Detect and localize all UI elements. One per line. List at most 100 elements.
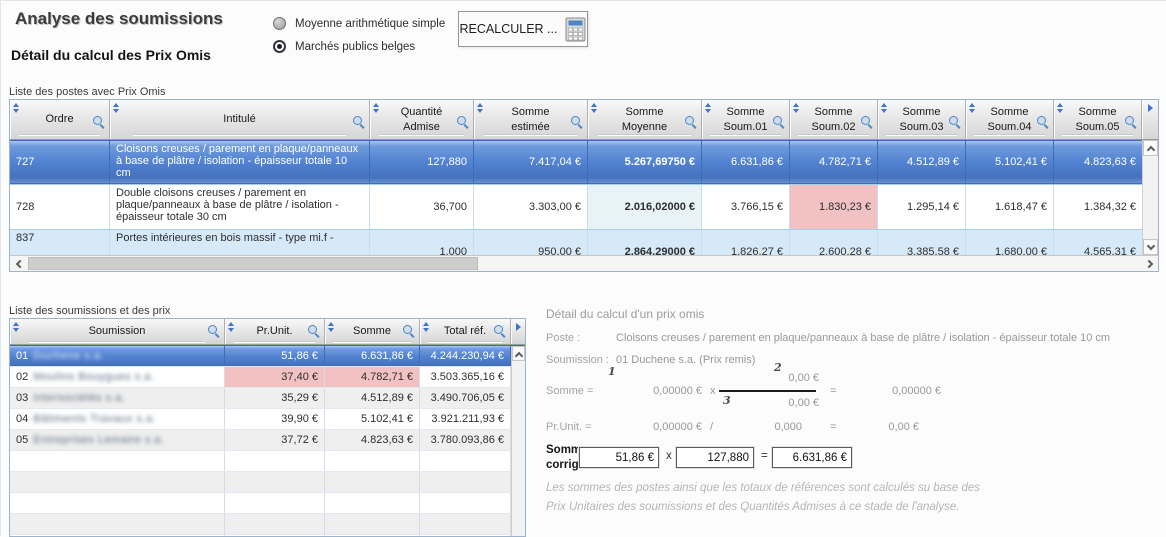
soumission-name-blurred: Bâtiments Travaux s.a. [33, 413, 157, 425]
filter-magnifier-icon[interactable] [457, 116, 469, 128]
filter-magnifier-icon[interactable] [308, 325, 320, 337]
filter-magnifier-icon[interactable] [773, 116, 785, 128]
formula-marker-2: 2 [774, 361, 782, 374]
filter-magnifier-icon[interactable] [685, 116, 697, 128]
table-row[interactable]: 727 Cloisons creuses / parement en plaqu… [10, 140, 1142, 184]
column-header-somme[interactable]: Somme [325, 319, 420, 344]
scroll-up-button[interactable] [512, 346, 525, 361]
column-header-somme-soum03[interactable]: Somme Soum.03 [878, 100, 966, 139]
soumission-name-blurred: Entreprises Lemaire s.a. [33, 434, 165, 446]
table-row[interactable]: 728 Double cloisons creuses / parement e… [10, 184, 1142, 229]
sort-icon [1057, 103, 1066, 113]
filter-magnifier-icon[interactable] [949, 116, 961, 128]
recalculate-button-label: RECALCULER ... [459, 22, 558, 36]
radio-unselected-icon[interactable] [273, 17, 286, 30]
cell-total-ref: 3.921.211,93 € [420, 409, 511, 429]
soumission-number: 01 [16, 349, 29, 362]
filter-magnifier-icon[interactable] [403, 325, 415, 337]
explanatory-note: Les sommes des postes ainsi que les tota… [546, 482, 981, 513]
header-underline [379, 134, 464, 135]
filter-magnifier-icon[interactable] [1037, 116, 1049, 128]
filter-magnifier-icon[interactable] [861, 116, 873, 128]
scroll-down-button[interactable] [1143, 239, 1158, 255]
scroll-right-button[interactable] [1142, 256, 1158, 271]
column-header-somme-moyenne[interactable]: Somme Moyenne [588, 100, 702, 139]
column-header-somme-soum01[interactable]: Somme Soum.01 [702, 100, 790, 139]
filter-magnifier-icon[interactable] [353, 116, 365, 128]
postes-table-header: Ordre Intitulé Quantité Admise Somme est… [10, 100, 1158, 140]
cell-soum05: 1.384,32 € [1084, 201, 1136, 213]
radio-moyenne-arithmetique[interactable]: Moyenne arithmétique simple [273, 12, 445, 35]
filter-magnifier-icon[interactable] [208, 325, 220, 337]
cell-soumission: 01 Duchene s.a. [10, 346, 225, 365]
soumission-number: 03 [16, 392, 29, 404]
empty-row [10, 513, 525, 534]
cell-total-ref: 3.503.365,16 € [420, 367, 511, 387]
somme-formula-label: Somme = [546, 385, 594, 397]
header-underline [484, 134, 577, 135]
cell-estimee: 7.417,04 € [474, 141, 588, 183]
radio-label: Marchés publics belges [295, 40, 416, 53]
cell-total-ref: 4.244.230,94 € [420, 346, 511, 365]
radio-marches-publics[interactable]: Marchés publics belges [273, 35, 445, 58]
radio-label: Moyenne arithmétique simple [295, 17, 446, 30]
table-row[interactable]: 05 Entreprises Lemaire s.a. 37,72 € 4.823… [10, 429, 525, 450]
column-header-quantite-admise[interactable]: Quantité Admise [370, 100, 474, 139]
header-underline [233, 341, 316, 342]
cell-intitule: Cloisons creuses / parement en plaque/pa… [110, 141, 370, 183]
table-row[interactable]: 02 Moulins Bouygues s.a. 37,40 € 4.782,71… [10, 366, 525, 387]
soumissions-table-body: 01 Duchene s.a. 51,86 € 6.631,86 € 4.244.… [10, 345, 525, 536]
equals-operator: = [830, 385, 837, 397]
scroll-left-button[interactable] [10, 256, 26, 271]
sort-icon [705, 103, 714, 113]
scroll-up-button[interactable] [1143, 140, 1158, 156]
cell-soum04: 5.102,41 € [966, 141, 1054, 183]
next-column-button[interactable] [511, 319, 525, 344]
next-column-button[interactable] [1142, 100, 1158, 139]
filter-magnifier-icon[interactable] [93, 116, 105, 128]
somme-corrigee-result: 6.631,86 € [772, 447, 852, 468]
column-header-pr-unit[interactable]: Pr.Unit. [225, 319, 325, 344]
table-row[interactable]: 04 Bâtiments Travaux s.a. 39,90 € 5.102,4… [10, 408, 525, 429]
cell-intitule: Portes intérieures en bois massif - type… [110, 230, 370, 255]
cell-estimee: 3.303,00 € [474, 185, 588, 229]
column-header-somme-soum02[interactable]: Somme Soum.02 [790, 100, 878, 139]
detail-panel-title: Détail du calcul d'un prix omis [546, 307, 705, 321]
recalculate-button[interactable]: RECALCULER ... [458, 11, 588, 47]
filter-magnifier-icon[interactable] [494, 325, 506, 337]
soumissions-table: Soumission Pr.Unit. Somme Total réf. 01 D… [9, 318, 526, 537]
quantite-input[interactable]: 127,880 [676, 447, 754, 468]
cell-soum03: 4.512,89 € [878, 141, 966, 183]
column-header-soumission[interactable]: Soumission [10, 319, 225, 344]
column-label: Somme Moyenne [621, 106, 668, 133]
column-header-intitule[interactable]: Intitulé [110, 100, 370, 139]
scrollbar-thumb[interactable] [28, 257, 478, 270]
table-row[interactable]: 01 Duchene s.a. 51,86 € 6.631,86 € 4.244.… [10, 345, 525, 366]
divide-operator: / [710, 421, 714, 433]
cell-soum02: 2.600,28 € [790, 230, 878, 255]
column-header-somme-soum05[interactable]: Somme Soum.05 [1054, 100, 1142, 139]
filter-magnifier-icon[interactable] [1125, 116, 1137, 128]
column-header-ordre[interactable]: Ordre [10, 100, 110, 139]
filter-magnifier-icon[interactable] [571, 116, 583, 128]
cell-pr-unit: 35,29 € [225, 388, 325, 408]
cell-soum01: 3.766,15 € [702, 185, 790, 229]
cell-soum01: 6.631,86 € [702, 141, 790, 183]
sort-icon [881, 103, 890, 113]
table-row[interactable]: 03 Intersociétés s.a. 35,29 € 4.512,89 € … [10, 387, 525, 408]
column-header-somme-soum04[interactable]: Somme Soum.04 [966, 100, 1054, 139]
formula-marker-3: 3 [723, 394, 731, 407]
chevron-up-icon [514, 351, 523, 360]
column-header-somme-estimee[interactable]: Somme estimée [474, 100, 588, 139]
soumissions-table-header: Soumission Pr.Unit. Somme Total réf. [10, 319, 525, 345]
horizontal-scrollbar[interactable] [10, 255, 1158, 271]
column-header-total-ref[interactable]: Total réf. [420, 319, 511, 344]
equals-operator: = [830, 421, 837, 433]
table-row[interactable]: 837 Portes intérieures en bois massif - … [10, 229, 1142, 255]
vertical-scrollbar[interactable] [1142, 140, 1158, 255]
radio-selected-icon[interactable] [273, 40, 286, 53]
vertical-scrollbar[interactable] [511, 346, 525, 536]
header-underline [709, 134, 782, 135]
cell-soum04: 1.680,00 € [966, 230, 1054, 255]
pr-unit-input[interactable]: 51,86 € [579, 447, 659, 468]
